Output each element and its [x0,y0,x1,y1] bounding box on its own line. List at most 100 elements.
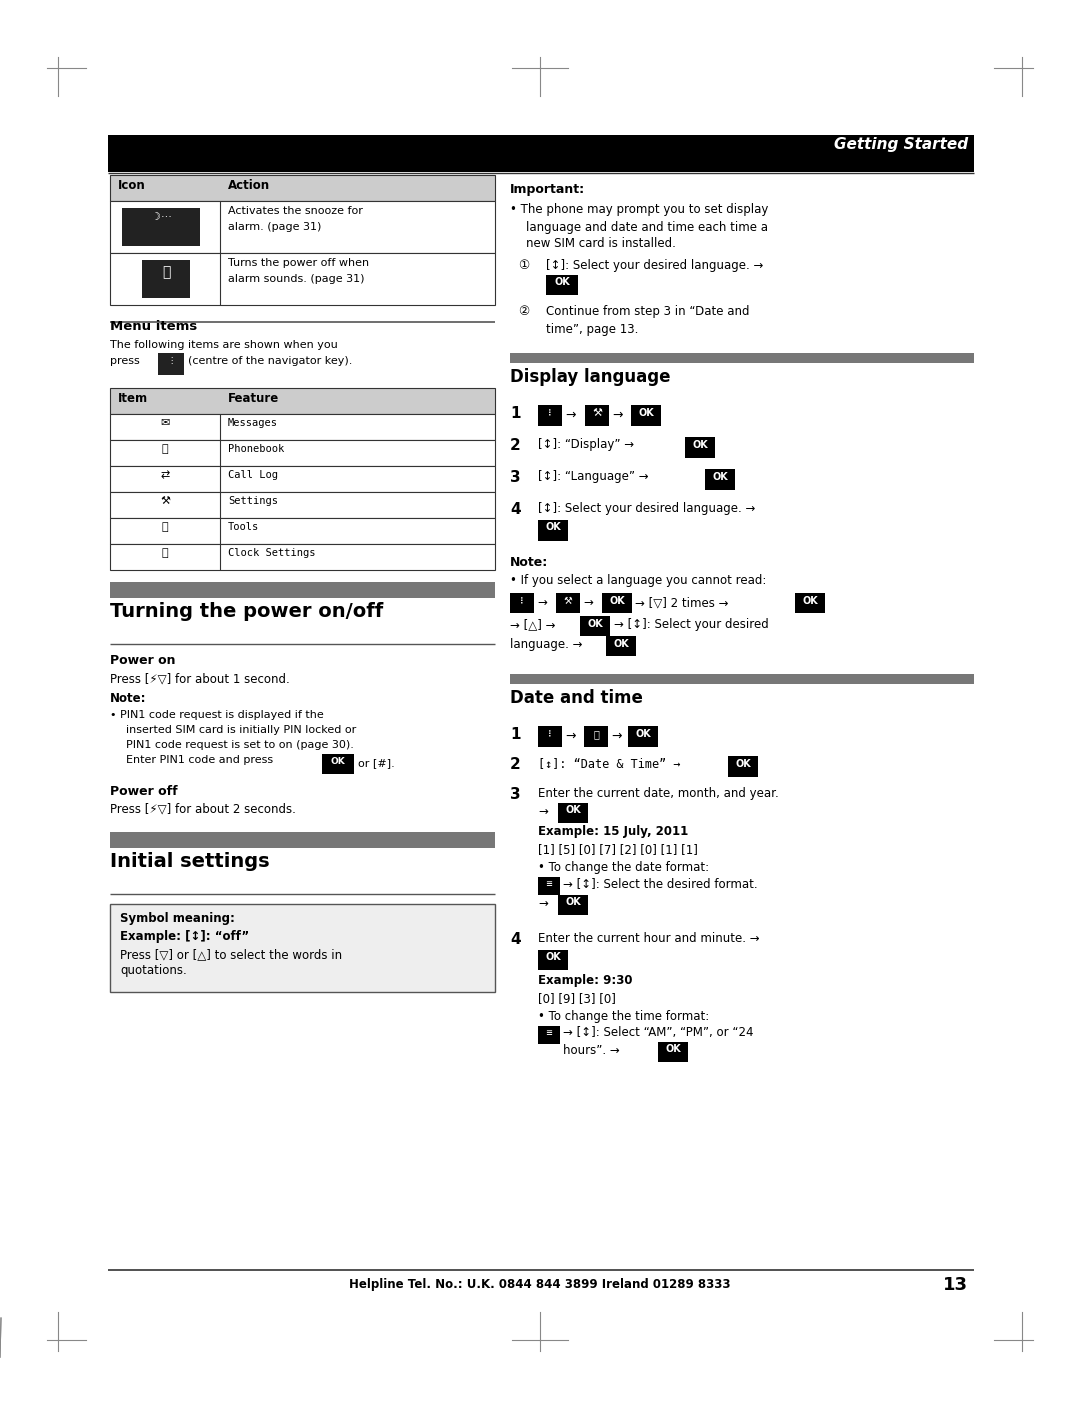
Text: OK: OK [565,804,581,814]
Bar [580,616,610,636]
Text: [0] [9] [3] [0]: [0] [9] [3] [0] [538,993,616,1005]
Text: Note:: Note: [110,692,147,705]
Text: [1] [5] [0] [7] [2] [0] [1] [1]: [1] [5] [0] [7] [2] [0] [1] [1] [538,842,698,856]
Text: Power off: Power off [110,785,177,797]
Bar [558,803,588,823]
Text: OK: OK [545,522,561,532]
Text: 3: 3 [510,788,521,802]
Text: Initial settings: Initial settings [110,852,270,870]
Bar [705,469,735,490]
Text: ⚒: ⚒ [592,409,602,418]
Text: ⚒: ⚒ [160,496,170,505]
Text: alarm sounds. (page 31): alarm sounds. (page 31) [228,274,365,284]
Text: Helpline Tel. No.: U.K. 0844 844 3899 Ireland 01289 8333: Helpline Tel. No.: U.K. 0844 844 3899 Ir… [349,1278,731,1292]
Text: →: → [612,409,622,423]
Text: →: → [565,409,576,423]
Text: ☽···: ☽··· [150,212,172,222]
Bar [110,466,495,491]
Text: • The phone may prompt you to set display: • The phone may prompt you to set displa… [510,204,768,216]
Bar [158,352,184,375]
Text: OK: OK [665,1045,680,1054]
Text: ⏰: ⏰ [593,729,599,739]
Text: OK: OK [330,757,346,767]
Bar [538,726,562,747]
Bar [631,404,661,425]
Text: Turns the power off when: Turns the power off when [228,258,369,268]
Text: ⏰: ⏰ [162,548,168,557]
Text: 1: 1 [510,727,521,741]
Text: Feature: Feature [228,392,280,404]
Bar [558,894,588,915]
Bar [110,439,495,466]
Text: OK: OK [712,472,728,482]
Bar [510,592,534,614]
Bar [110,518,495,543]
Text: ✉: ✉ [160,418,170,428]
Text: →: → [538,897,548,910]
Text: Settings: Settings [228,496,278,505]
Bar [538,404,562,425]
Text: Example: 9:30: Example: 9:30 [538,974,633,987]
Text: OK: OK [609,597,625,607]
Text: Press [⚡▽] for about 2 seconds.: Press [⚡▽] for about 2 seconds. [110,802,296,814]
Text: press: press [110,357,139,366]
Text: OK: OK [802,597,818,607]
Bar [510,674,974,684]
Text: OK: OK [638,409,653,418]
Bar [602,592,632,614]
Text: → [↕]: Select your desired: → [↕]: Select your desired [615,618,769,630]
Text: 13: 13 [943,1276,968,1294]
Bar [110,388,495,414]
Text: • To change the time format:: • To change the time format: [538,1009,710,1024]
Bar [510,352,974,364]
Text: 2: 2 [510,438,521,453]
Text: Example: [↕]: “off”: Example: [↕]: “off” [120,929,249,943]
Text: ②: ② [518,305,529,317]
Text: Enter PIN1 code and press: Enter PIN1 code and press [126,755,273,765]
Text: language and date and time each time a: language and date and time each time a [526,220,768,234]
Text: [↕]: “Date & Time” →: [↕]: “Date & Time” → [538,757,680,769]
Text: ⚒: ⚒ [564,597,572,607]
Text: 1: 1 [510,406,521,421]
Bar [110,414,495,439]
Bar [584,726,608,747]
Bar [110,176,495,201]
Text: ⋮: ⋮ [546,729,554,739]
Bar [546,275,578,295]
Text: Call Log: Call Log [228,470,278,480]
Text: or [#].: or [#]. [357,758,395,768]
Text: new SIM card is installed.: new SIM card is installed. [526,237,676,250]
Text: Icon: Icon [118,178,146,192]
Text: language. →: language. → [510,637,582,651]
Text: Tools: Tools [228,522,259,532]
Text: Example: 15 July, 2011: Example: 15 July, 2011 [538,826,688,838]
Text: Menu items: Menu items [110,320,198,333]
Text: 4: 4 [510,503,521,517]
Text: 📖: 📖 [162,444,168,453]
Text: 3: 3 [510,470,521,484]
Text: OK: OK [613,639,629,649]
Bar [538,519,568,541]
Text: (centre of the navigator key).: (centre of the navigator key). [188,357,352,366]
Text: Action: Action [228,178,270,192]
Text: The following items are shown when you: The following items are shown when you [110,340,338,350]
Text: Important:: Important: [510,183,585,197]
Bar [141,260,190,298]
Text: OK: OK [735,760,751,769]
Text: [↕]: Select your desired language. →: [↕]: Select your desired language. → [546,258,764,272]
Text: • PIN1 code request is displayed if the: • PIN1 code request is displayed if the [110,710,324,720]
Text: ⋮: ⋮ [166,357,175,365]
Bar [110,833,495,848]
Text: → [↕]: Select “AM”, “PM”, or “24: → [↕]: Select “AM”, “PM”, or “24 [563,1026,754,1039]
Bar [322,754,354,774]
Text: Activates the snooze for: Activates the snooze for [228,206,363,216]
Text: Enter the current date, month, and year.: Enter the current date, month, and year. [538,788,779,800]
Bar [108,135,974,173]
Text: 🔒: 🔒 [162,522,168,532]
Bar [728,755,758,776]
Text: quotations.: quotations. [120,965,187,977]
Text: OK: OK [635,729,651,739]
Text: Clock Settings: Clock Settings [228,548,315,557]
Text: OK: OK [545,952,561,962]
Text: →: → [537,597,546,609]
